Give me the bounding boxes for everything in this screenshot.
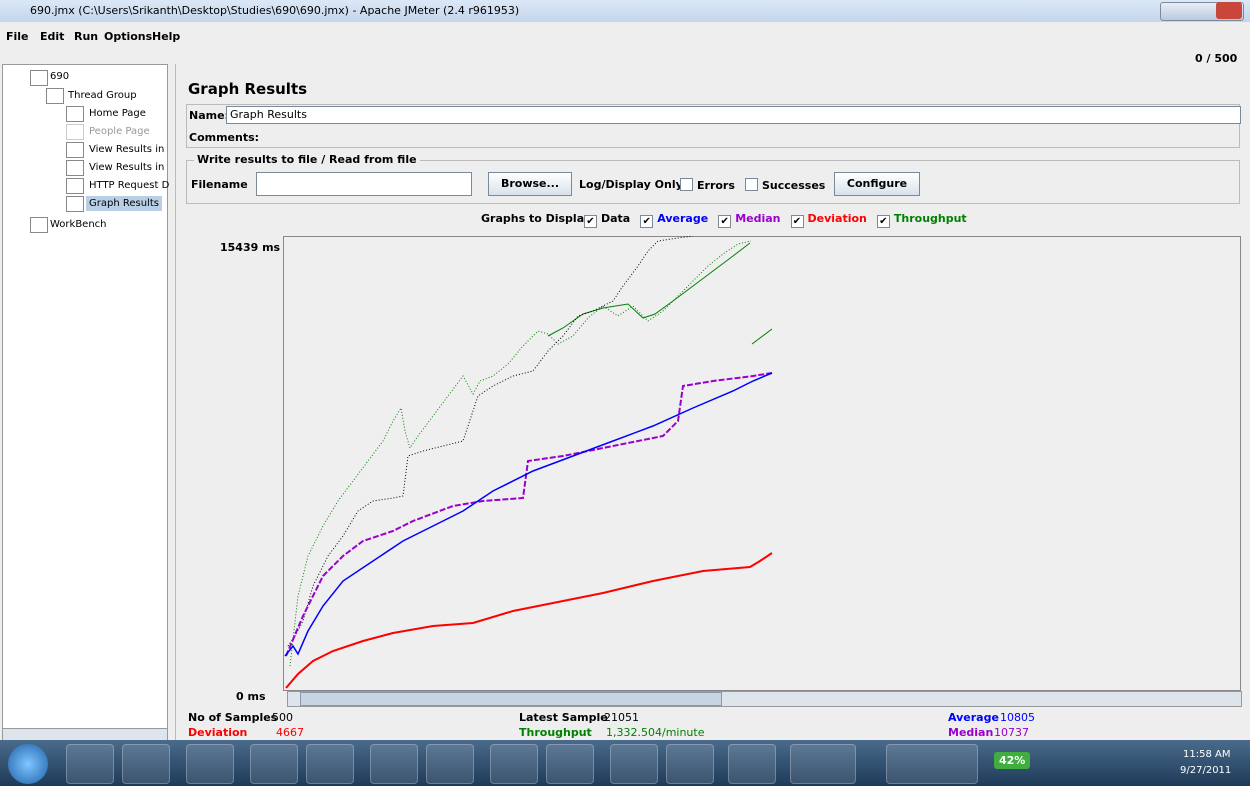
- taskbar-app[interactable]: [186, 744, 234, 784]
- tree-node[interactable]: 690: [50, 71, 69, 82]
- y-max-label: 15439 ms: [220, 241, 280, 254]
- graph-option[interactable]: ✔ Median: [718, 212, 780, 225]
- stat-label: Latest Sample: [519, 711, 608, 724]
- tree-node[interactable]: HTTP Request D: [89, 180, 169, 191]
- tree-node[interactable]: WorkBench: [50, 219, 107, 230]
- y-min-label: 0 ms: [236, 690, 266, 703]
- menu-file[interactable]: File: [6, 30, 29, 43]
- menu-edit[interactable]: Edit: [40, 30, 64, 43]
- menu-run[interactable]: Run: [74, 30, 98, 43]
- stat-label: Throughput: [519, 726, 592, 739]
- taskbar-app[interactable]: [250, 744, 298, 784]
- comments-label: Comments:: [189, 131, 259, 144]
- battery-indicator[interactable]: 42%: [994, 752, 1030, 769]
- configure-button[interactable]: Configure: [834, 172, 920, 196]
- stat-value: 21051: [604, 711, 639, 724]
- taskbar-app[interactable]: [306, 744, 354, 784]
- graph-option-label: Throughput: [894, 212, 967, 225]
- menu-options[interactable]: Options: [104, 30, 152, 43]
- taskbar-app[interactable]: [546, 744, 594, 784]
- taskbar-app[interactable]: [490, 744, 538, 784]
- filename-field[interactable]: [256, 172, 472, 196]
- tree-node[interactable]: Thread Group: [68, 90, 137, 101]
- tree-node[interactable]: View Results in: [89, 144, 164, 155]
- stat-value: 10805: [1000, 711, 1035, 724]
- checkbox[interactable]: ✔: [877, 215, 890, 228]
- tree-icon: [66, 160, 84, 176]
- window-title: 690.jmx (C:\Users\Srikanth\Desktop\Studi…: [30, 4, 519, 17]
- checkbox[interactable]: ✔: [791, 215, 804, 228]
- errors-checkbox[interactable]: Errors: [680, 178, 735, 192]
- filename-label: Filename: [191, 178, 248, 191]
- stat-value: 10737: [994, 726, 1029, 739]
- tree-icon: [66, 124, 84, 140]
- tree-icon: [46, 88, 64, 104]
- jmeter-window: 690.jmx (C:\Users\Srikanth\Desktop\Studi…: [0, 0, 1250, 786]
- stat-label: Median: [948, 726, 993, 739]
- graph-option-label: Median: [735, 212, 780, 225]
- graph-option-label: Average: [657, 212, 708, 225]
- tree-icon: [66, 178, 84, 194]
- stat-label: No of Samples: [188, 711, 277, 724]
- graph-options: ✔ Data ✔ Average ✔ Median ✔ Deviation ✔ Throughpu…: [584, 212, 977, 228]
- graph-option[interactable]: ✔ Data: [584, 212, 630, 225]
- stat-value: 1,332.504/minute: [606, 726, 704, 739]
- taskbar-app[interactable]: [666, 744, 714, 784]
- graph-option-label: Deviation: [808, 212, 867, 225]
- clock-time[interactable]: 11:58 AM: [1183, 749, 1230, 760]
- taskbar-app[interactable]: [610, 744, 658, 784]
- graph-option[interactable]: ✔ Throughput: [877, 212, 967, 225]
- tray-network[interactable]: [886, 744, 978, 784]
- taskbar-app[interactable]: [728, 744, 776, 784]
- clock-date[interactable]: 9/27/2011: [1180, 765, 1231, 776]
- stat-value: 4667: [276, 726, 304, 739]
- panel-title: Graph Results: [188, 80, 307, 98]
- tree-node[interactable]: Home Page: [89, 108, 146, 119]
- graphs-label: Graphs to Display: [481, 212, 591, 225]
- tree-node-selected[interactable]: Graph Results: [86, 196, 162, 211]
- graph-option[interactable]: ✔ Deviation: [791, 212, 867, 225]
- plot-area: [284, 237, 1241, 691]
- checkbox[interactable]: ✔: [640, 215, 653, 228]
- stat-label: Average: [948, 711, 999, 724]
- name-field[interactable]: Graph Results: [226, 106, 1241, 124]
- close-button[interactable]: [1216, 2, 1242, 19]
- graph-plot: [283, 236, 1241, 691]
- tree-icon: [30, 217, 48, 233]
- successes-checkbox[interactable]: Successes: [745, 178, 825, 192]
- browse-button[interactable]: Browse...: [488, 172, 572, 196]
- tree-node[interactable]: View Results in: [89, 162, 164, 173]
- taskbar-app[interactable]: [426, 744, 474, 784]
- tree-node[interactable]: People Page: [89, 126, 150, 137]
- successes-label: Successes: [762, 179, 825, 192]
- scroll-thumb[interactable]: [300, 692, 722, 706]
- checkbox[interactable]: ✔: [584, 215, 597, 228]
- tree-icon: [30, 70, 48, 86]
- checkbox[interactable]: ✔: [718, 215, 731, 228]
- graph-option[interactable]: ✔ Average: [640, 212, 708, 225]
- name-label: Name:: [189, 109, 229, 122]
- file-legend: Write results to file / Read from file: [194, 153, 420, 166]
- start-button[interactable]: [8, 744, 48, 784]
- stat-value: 500: [272, 711, 293, 724]
- tree-icon: [66, 196, 84, 212]
- errors-label: Errors: [697, 179, 735, 192]
- tree-icon: [66, 106, 84, 122]
- taskbar-app[interactable]: [790, 744, 856, 784]
- taskbar-app[interactable]: [66, 744, 114, 784]
- graph-option-label: Data: [601, 212, 630, 225]
- taskbar-app[interactable]: [370, 744, 418, 784]
- tree-icon: [66, 142, 84, 158]
- menu-help[interactable]: Help: [152, 30, 180, 43]
- log-label: Log/Display Only:: [579, 178, 687, 191]
- taskbar-app[interactable]: [122, 744, 170, 784]
- stat-label: Deviation: [188, 726, 247, 739]
